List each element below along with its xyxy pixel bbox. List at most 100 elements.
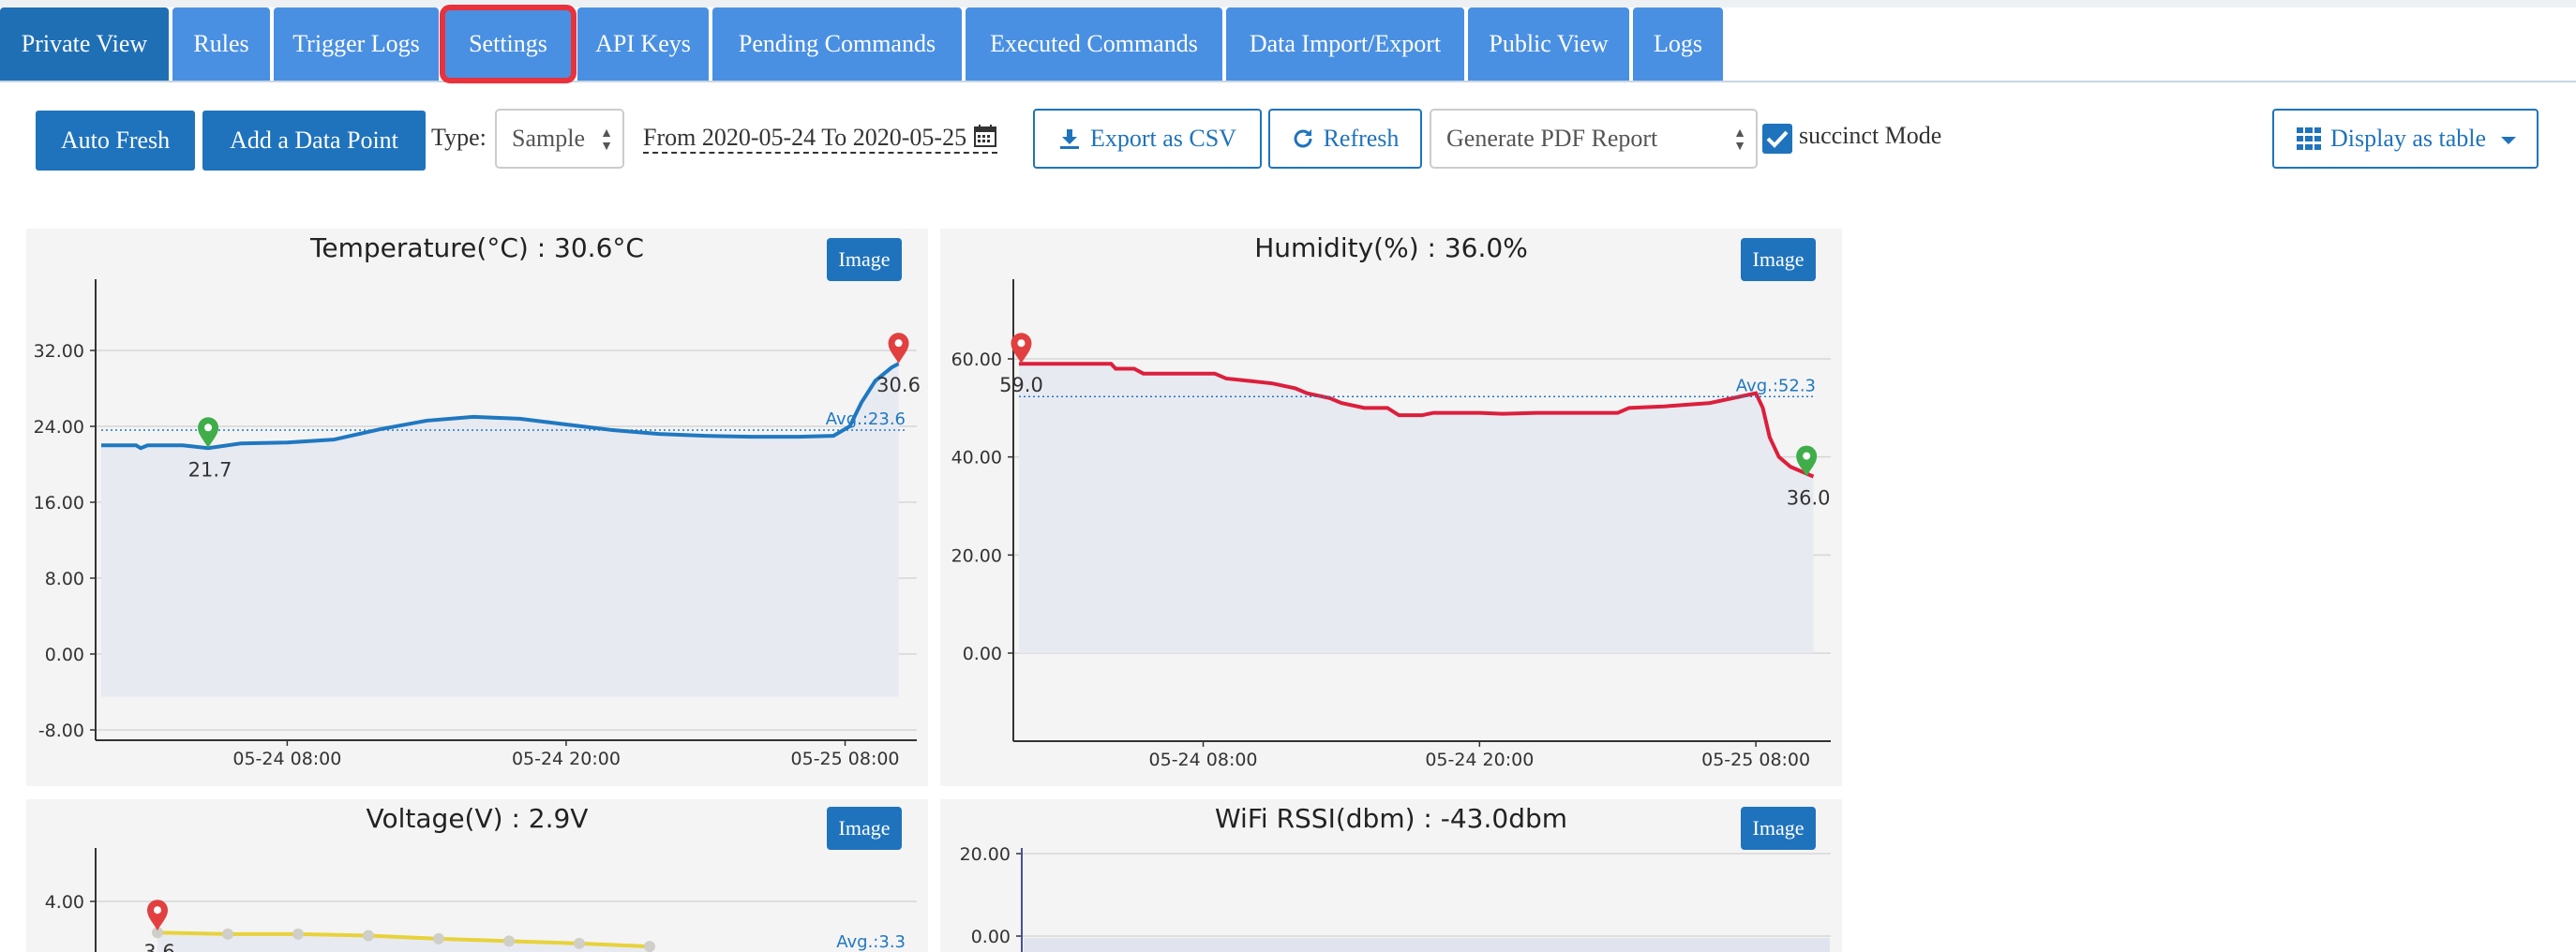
series-line [1019,362,1815,479]
refresh-button[interactable]: Refresh [1268,109,1422,169]
min-label: 36.0 [1787,487,1831,510]
succinct-checkbox[interactable] [1762,124,1792,154]
download-icon [1060,129,1079,149]
average-label: Avg.:3.3 [836,932,906,952]
table-grid-icon [2297,127,2321,150]
chart-image-button[interactable]: Image [1741,807,1816,850]
series-line [101,362,900,451]
select-arrows-icon: ▲ ▼ [600,126,613,154]
marker-pin [888,333,909,364]
marker-pin [198,417,219,449]
display-as-table-dropdown[interactable]: Display as table [2272,109,2539,169]
chart-title: Temperature(°C) : 30.6°C [310,232,644,263]
tab-label: Public View [1489,30,1609,57]
data-point [292,928,304,940]
refresh-label: Refresh [1323,125,1400,152]
data-point [363,930,374,942]
tab-data-import-export[interactable]: Data Import/Export [1226,7,1464,81]
marker-pin [1011,333,1032,364]
date-range-text: From 2020-05-24 To 2020-05-25 [643,124,967,151]
wifi-rssi-chart: 20.00 0.00 [960,844,1831,952]
voltage-chart: 4.00 3.6 Avg.:3.3 [45,848,917,952]
pdf-report-value: Generate PDF Report [1446,125,1658,152]
chart-title: WiFi RSSI(dbm) : -43.0dbm [1214,803,1568,834]
y-tick-label: 8.00 [45,569,84,589]
max-marker-pin [147,900,168,931]
y-tick-label: 32.00 [34,341,84,362]
min-marker-pin [1796,445,1818,477]
tab-label: Pending Commands [738,30,936,57]
tab-rules[interactable]: Rules [172,7,270,81]
toolbar: Auto Fresh Add a Data Point Type: Sample… [0,103,2576,178]
auto-fresh-button[interactable]: Auto Fresh [36,111,195,171]
tab-api-keys[interactable]: API Keys [577,7,709,81]
caret-down-icon [2501,137,2516,144]
y-tick-label: 40.00 [951,448,1002,469]
tab-executed-commands[interactable]: Executed Commands [966,7,1222,81]
y-tick-label: 16.00 [34,493,84,513]
min-marker-pin [198,417,219,449]
marker-pin-dot [204,424,213,432]
data-point [574,937,585,949]
y-tick-label: 24.00 [34,417,84,438]
marker-pin-dot [1017,339,1026,348]
tab-bar: Private View Rules Trigger Logs Settings… [0,5,2576,83]
max-label: 59.0 [999,374,1043,396]
tab-label: Settings [469,30,547,57]
type-label: Type: [431,124,487,151]
y-tick-label: 0.00 [45,645,84,665]
y-tick-label: 4.00 [45,892,84,913]
tab-label: Data Import/Export [1249,30,1442,57]
marker-pin-dot [894,339,903,348]
tab-label: Rules [193,30,249,57]
max-marker-pin [888,333,909,364]
series-area [101,364,899,697]
temperature-chart: 32.00 24.00 16.00 8.00 0.00 -8.00 05-24 08:00 0… [34,279,921,769]
tab-label: Trigger Logs [292,30,420,57]
wifi-rssi-chart-panel: WiFi RSSI(dbm) : -43.0dbm Image 20.00 0.0… [940,799,1842,952]
tab-pending-commands[interactable]: Pending Commands [712,7,962,81]
series-area [1024,938,1830,952]
chart-title: Voltage(V) : 2.9V [366,803,589,834]
average-label: Avg.:23.6 [826,409,906,429]
x-tick-label: 05-25 08:00 [1701,750,1810,770]
chart-image-button[interactable]: Image [827,238,902,281]
tab-settings[interactable]: Settings [440,5,577,83]
export-csv-button[interactable]: Export as CSV [1033,109,1262,169]
x-tick-label: 05-24 20:00 [1425,750,1534,770]
y-tick-label: 0.00 [963,644,1002,664]
average-label: Avg.:52.3 [1736,376,1816,395]
select-arrows-icon: ▲ ▼ [1733,126,1746,154]
x-tick-label: 05-24 08:00 [1149,750,1258,770]
add-data-point-button[interactable]: Add a Data Point [202,111,426,171]
tab-label: Logs [1654,30,1702,57]
marker-pin-dot [1803,452,1811,460]
tab-logs[interactable]: Logs [1633,7,1723,81]
type-select[interactable]: Sample ▲ ▼ [495,109,624,169]
data-point [433,932,444,945]
y-tick-label: 60.00 [951,350,1002,370]
min-label: 21.7 [188,458,232,481]
tab-trigger-logs[interactable]: Trigger Logs [274,7,439,81]
tab-label: Executed Commands [990,30,1198,57]
marker-pin [1796,445,1818,477]
refresh-icon [1294,129,1312,148]
humidity-chart: 60.00 40.00 20.00 0.00 05-24 08:00 05-24 20:0… [951,279,1831,770]
max-label: 30.6 [876,374,921,396]
top-strip [0,0,2576,7]
tab-label: API Keys [595,30,691,57]
pdf-report-select[interactable]: Generate PDF Report ▲ ▼ [1430,109,1758,169]
calendar-icon [973,125,996,147]
tab-public-view[interactable]: Public View [1468,7,1629,81]
voltage-chart-panel: Voltage(V) : 2.9V Image 4.00 3.6 Avg.:3.3 [26,799,928,952]
tab-private-view[interactable]: Private View [0,7,169,81]
series-area [157,932,650,952]
date-range-picker[interactable]: From 2020-05-24 To 2020-05-25 [643,124,997,154]
export-csv-label: Export as CSV [1090,125,1236,152]
chart-image-button[interactable]: Image [1741,238,1816,281]
tab-label: Private View [21,30,148,57]
x-tick-label: 05-24 20:00 [512,749,621,769]
chart-image-button[interactable]: Image [827,807,902,850]
max-label: 3.6 [143,941,174,952]
data-point [222,928,233,940]
